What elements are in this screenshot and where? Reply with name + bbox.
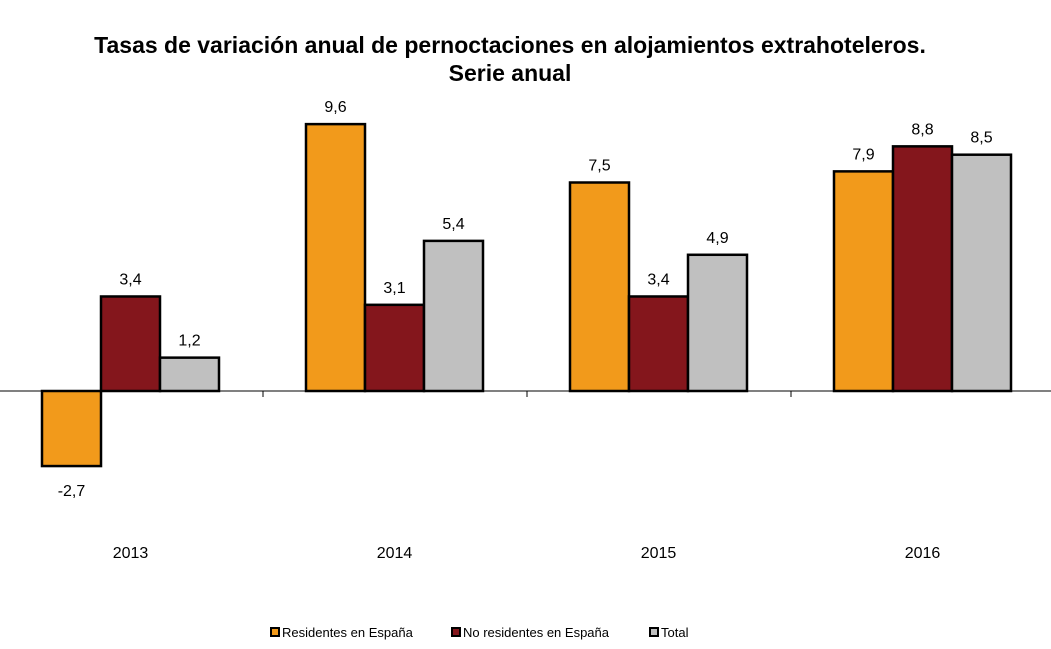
bar-2014-1	[363, 303, 426, 393]
bar-2013-1	[99, 295, 162, 393]
bar-2014-2	[422, 239, 485, 393]
data-label: 9,6	[324, 99, 346, 116]
bar-2015-2	[686, 253, 749, 393]
x-tick-label: 2015	[641, 545, 677, 562]
data-label: 3,4	[119, 271, 141, 288]
x-tick-label: 2013	[113, 545, 149, 562]
bar-2016-0	[832, 170, 895, 393]
data-label: -2,7	[58, 483, 86, 500]
bar-2013-0	[40, 389, 103, 468]
data-label: 3,4	[647, 271, 669, 288]
legend-swatch	[270, 627, 280, 637]
x-tick-label: 2014	[377, 545, 413, 562]
legend-swatch	[649, 627, 659, 637]
legend-swatch	[451, 627, 461, 637]
legend-label: Residentes en España	[282, 625, 414, 640]
data-label: 1,2	[178, 333, 200, 350]
legend-label: Total	[661, 625, 689, 640]
bar-2016-2	[950, 153, 1013, 393]
chart-subtitle: Serie anual	[449, 60, 572, 86]
data-label: 7,5	[588, 158, 610, 175]
data-label: 8,5	[970, 130, 992, 147]
data-label: 3,1	[383, 280, 405, 297]
chart-title: Tasas de variación anual de pernoctacion…	[94, 32, 926, 58]
bar-2016-1	[891, 145, 954, 393]
data-label: 8,8	[911, 121, 933, 138]
x-tick-label: 2016	[905, 545, 941, 562]
bar-2013-2	[158, 356, 221, 393]
data-label: 7,9	[852, 146, 874, 163]
bar-2015-1	[627, 295, 690, 393]
data-label: 4,9	[706, 230, 728, 247]
data-label: 5,4	[442, 216, 464, 233]
legend-label: No residentes en España	[463, 625, 610, 640]
bar-2014-0	[304, 122, 367, 393]
bar-2015-0	[568, 181, 631, 393]
